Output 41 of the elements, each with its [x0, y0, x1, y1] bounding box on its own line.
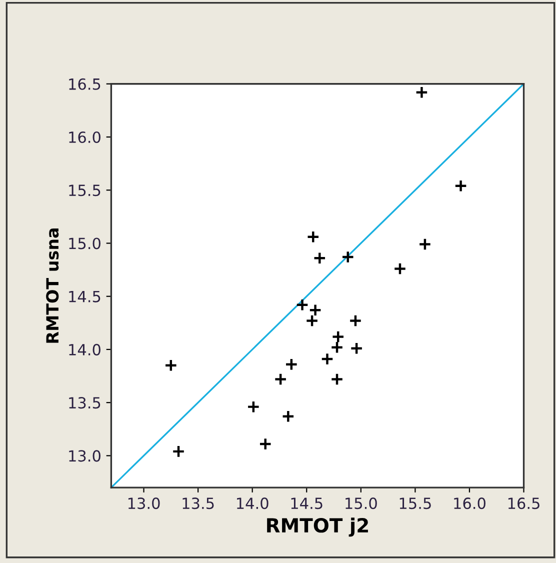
point [350, 342, 364, 355]
point [313, 252, 326, 265]
point [320, 352, 334, 366]
point [330, 340, 344, 354]
x-tick-label: 16.5 [508, 498, 540, 510]
y-tick-label: 16.0 [69, 131, 100, 144]
x-tick-label: 14.0 [237, 498, 268, 510]
point [348, 314, 362, 328]
y-tick-label: 15.0 [69, 238, 100, 250]
point [393, 262, 406, 276]
point [306, 230, 320, 244]
point [164, 358, 178, 372]
point [341, 250, 354, 264]
point [454, 179, 468, 192]
x-axis-title: RMTOT j2 [267, 518, 368, 537]
y-tick-label: 13.5 [69, 397, 100, 409]
point [415, 86, 428, 99]
point [282, 410, 295, 423]
x-tick-label: 15.0 [346, 498, 377, 510]
point [258, 438, 272, 450]
y-tick-label: 13.0 [69, 450, 100, 462]
x-tick-label: 13.5 [182, 498, 214, 510]
y-tick-label: 16.5 [69, 78, 100, 90]
point [274, 372, 288, 386]
point [246, 400, 260, 414]
point [296, 298, 309, 312]
x-tick-label: 16.0 [454, 498, 486, 510]
y-axis-title: RMTOT usna [46, 228, 59, 343]
x-tick-label: 15.5 [400, 498, 431, 510]
y-tick-label: 15.5 [69, 184, 100, 196]
point [418, 238, 432, 251]
point [172, 444, 185, 458]
y-tick-label: 14.5 [69, 291, 100, 302]
x-tick-label: 14.5 [291, 498, 322, 510]
y-tick-label: 14.0 [69, 344, 100, 356]
point [330, 372, 344, 386]
point [308, 304, 322, 317]
x-tick-label: 13.0 [128, 498, 160, 510]
point [306, 314, 319, 328]
point [332, 330, 345, 344]
point [284, 358, 298, 371]
